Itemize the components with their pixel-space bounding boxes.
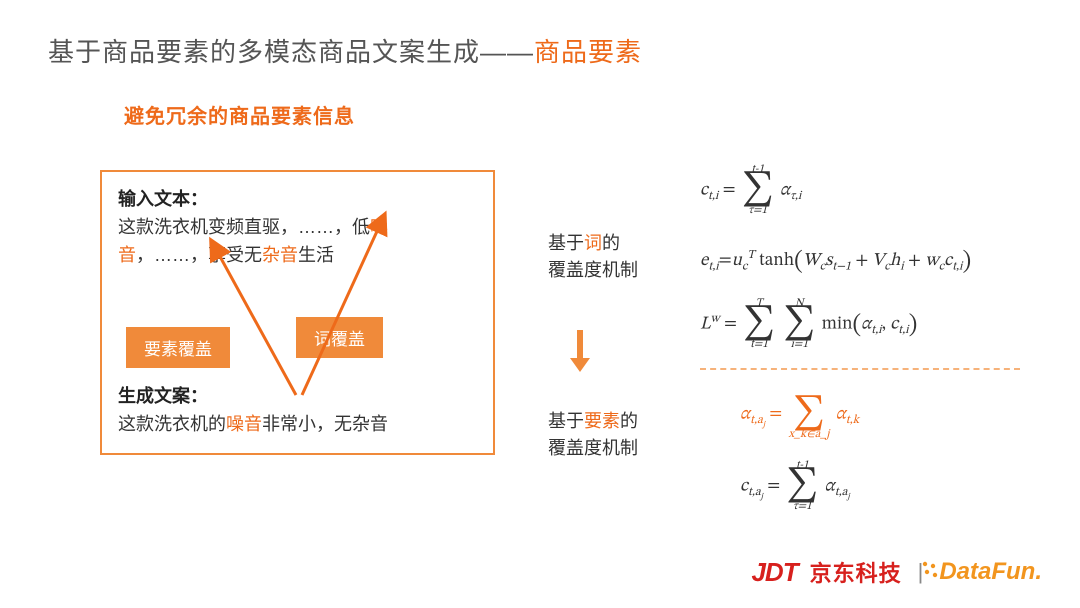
datafun-dots-icon [921,560,939,582]
page-title: 基于商品要素的多模态商品文案生成——商品要素 [48,32,642,69]
formula-c-taj: ct,aj = t-1∑τ=1 αt,aj [740,460,850,513]
formula-e-ti: et,i=ucT tanh(Wcst−1 + Vchi + wcct,i) [700,246,971,277]
dashed-separator [700,368,1020,370]
footer-logos: JDT 京东科技 | DataFun. [751,556,1042,588]
input-output-box: 输入文本： 这款洗衣机变频直驱，……，低噪音，……，享受无杂音生活 要素覆盖 词… [100,170,495,455]
formula-Lw: Lw = T∑t=1 N∑i=1 min(αt,i, ct,i) [700,298,917,351]
chip-word-coverage: 词覆盖 [296,317,383,358]
jdt-logo-mark: JDT [751,557,797,588]
jdt-logo-cn: 京东科技 [810,556,902,588]
input-text: 这款洗衣机变频直驱，……，低噪音，……，享受无杂音生活 [118,214,477,270]
datafun-logo: DataFun. [939,558,1042,586]
hl-zayin: 杂音 [262,245,298,265]
output-label: 生成文案： [118,383,477,411]
output-text: 这款洗衣机的噪音非常小，无杂音 [118,411,477,439]
mechanism-word-label: 基于词的 覆盖度机制 [548,230,638,284]
input-label: 输入文本： [118,186,477,214]
subtitle: 避免冗余的商品要素信息 [124,100,355,129]
hl-noise-2: 噪音 [226,414,262,434]
output-text-block: 生成文案： 这款洗衣机的噪音非常小，无杂音 [118,383,477,439]
title-accent: 商品要素 [534,37,642,67]
chip-element-coverage: 要素覆盖 [126,327,230,368]
title-prefix: 基于商品要素的多模态商品文案生成—— [48,37,534,67]
mechanism-element-label: 基于要素的 覆盖度机制 [548,408,638,462]
formula-c-ti: ct,i = t-1∑τ=1 ατ,i [700,164,801,217]
input-text-block: 输入文本： 这款洗衣机变频直驱，……，低噪音，……，享受无杂音生活 [118,186,477,270]
down-arrow-icon [568,328,592,374]
formula-alpha-taj: αt,aj = ∑x_k∈a_j αt,k [740,388,859,441]
